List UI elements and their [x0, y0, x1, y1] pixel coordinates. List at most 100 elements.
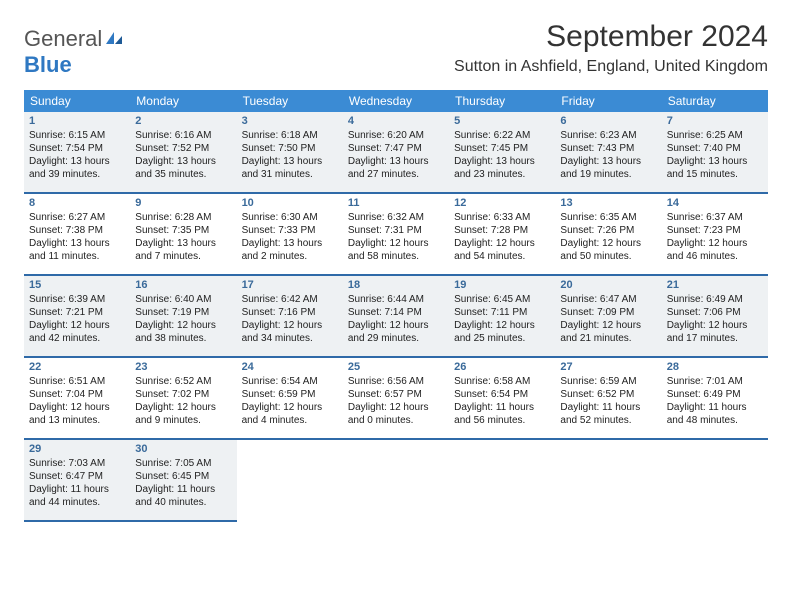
day-number: 22	[29, 361, 125, 373]
day-number: 21	[667, 279, 763, 291]
day-header-wednesday: Wednesday	[343, 90, 449, 112]
day-number: 7	[667, 115, 763, 127]
logo: General Blue	[24, 26, 124, 78]
daylight-text-2: and 15 minutes.	[667, 168, 763, 181]
sunrise-text: Sunrise: 6:52 AM	[135, 375, 231, 388]
sunset-text: Sunset: 7:45 PM	[454, 142, 550, 155]
day-number: 18	[348, 279, 444, 291]
day-info: Sunrise: 6:59 AMSunset: 6:52 PMDaylight:…	[560, 375, 656, 427]
daylight-text-1: Daylight: 12 hours	[454, 319, 550, 332]
day-info: Sunrise: 7:03 AMSunset: 6:47 PMDaylight:…	[29, 457, 125, 509]
sunrise-text: Sunrise: 6:56 AM	[348, 375, 444, 388]
day-cell: 15Sunrise: 6:39 AMSunset: 7:21 PMDayligh…	[24, 276, 130, 358]
daylight-text-1: Daylight: 13 hours	[242, 237, 338, 250]
sunset-text: Sunset: 6:52 PM	[560, 388, 656, 401]
daylight-text-1: Daylight: 13 hours	[242, 155, 338, 168]
daylight-text-2: and 34 minutes.	[242, 332, 338, 345]
daylight-text-1: Daylight: 12 hours	[242, 401, 338, 414]
sunset-text: Sunset: 7:11 PM	[454, 306, 550, 319]
day-cell: 17Sunrise: 6:42 AMSunset: 7:16 PMDayligh…	[237, 276, 343, 358]
day-info: Sunrise: 6:15 AMSunset: 7:54 PMDaylight:…	[29, 129, 125, 181]
sunrise-text: Sunrise: 6:20 AM	[348, 129, 444, 142]
daylight-text-1: Daylight: 13 hours	[135, 237, 231, 250]
sunset-text: Sunset: 6:45 PM	[135, 470, 231, 483]
daylight-text-2: and 58 minutes.	[348, 250, 444, 263]
daylight-text-2: and 7 minutes.	[135, 250, 231, 263]
day-cell: 19Sunrise: 6:45 AMSunset: 7:11 PMDayligh…	[449, 276, 555, 358]
day-info: Sunrise: 6:39 AMSunset: 7:21 PMDaylight:…	[29, 293, 125, 345]
daylight-text-2: and 44 minutes.	[29, 496, 125, 509]
daylight-text-2: and 39 minutes.	[29, 168, 125, 181]
sunset-text: Sunset: 6:54 PM	[454, 388, 550, 401]
sunrise-text: Sunrise: 6:32 AM	[348, 211, 444, 224]
day-info: Sunrise: 6:58 AMSunset: 6:54 PMDaylight:…	[454, 375, 550, 427]
daylight-text-1: Daylight: 12 hours	[667, 319, 763, 332]
daylight-text-1: Daylight: 11 hours	[560, 401, 656, 414]
day-info: Sunrise: 7:01 AMSunset: 6:49 PMDaylight:…	[667, 375, 763, 427]
day-info: Sunrise: 6:28 AMSunset: 7:35 PMDaylight:…	[135, 211, 231, 263]
empty-cell	[343, 440, 449, 522]
day-cell: 2Sunrise: 6:16 AMSunset: 7:52 PMDaylight…	[130, 112, 236, 194]
daylight-text-1: Daylight: 12 hours	[348, 319, 444, 332]
daylight-text-2: and 52 minutes.	[560, 414, 656, 427]
day-info: Sunrise: 6:51 AMSunset: 7:04 PMDaylight:…	[29, 375, 125, 427]
sunset-text: Sunset: 7:47 PM	[348, 142, 444, 155]
day-info: Sunrise: 6:33 AMSunset: 7:28 PMDaylight:…	[454, 211, 550, 263]
day-cell: 22 Sunrise: 6:51 AMSunset: 7:04 PMDayligh…	[24, 358, 130, 440]
sunrise-text: Sunrise: 7:05 AM	[135, 457, 231, 470]
day-info: Sunrise: 6:25 AMSunset: 7:40 PMDaylight:…	[667, 129, 763, 181]
sunset-text: Sunset: 7:06 PM	[667, 306, 763, 319]
day-number: 24	[242, 361, 338, 373]
daylight-text-1: Daylight: 11 hours	[454, 401, 550, 414]
day-number: 29	[29, 443, 125, 455]
daylight-text-1: Daylight: 12 hours	[29, 401, 125, 414]
logo-sail-icon	[104, 26, 124, 52]
sunrise-text: Sunrise: 6:44 AM	[348, 293, 444, 306]
day-cell: 26 Sunrise: 6:58 AMSunset: 6:54 PMDayligh…	[449, 358, 555, 440]
day-header-sunday: Sunday	[24, 90, 130, 112]
daylight-text-2: and 29 minutes.	[348, 332, 444, 345]
day-info: Sunrise: 6:45 AMSunset: 7:11 PMDaylight:…	[454, 293, 550, 345]
day-number: 14	[667, 197, 763, 209]
sunset-text: Sunset: 7:28 PM	[454, 224, 550, 237]
day-cell: 27Sunrise: 6:59 AMSunset: 6:52 PMDayligh…	[555, 358, 661, 440]
logo-text: General Blue	[24, 26, 124, 78]
day-info: Sunrise: 6:56 AMSunset: 6:57 PMDaylight:…	[348, 375, 444, 427]
sunrise-text: Sunrise: 6:16 AM	[135, 129, 231, 142]
day-number: 26	[454, 361, 550, 373]
day-cell: 23Sunrise: 6:52 AMSunset: 7:02 PMDayligh…	[130, 358, 236, 440]
day-cell: 16Sunrise: 6:40 AMSunset: 7:19 PMDayligh…	[130, 276, 236, 358]
logo-text-1: General	[24, 26, 102, 51]
sunrise-text: Sunrise: 6:37 AM	[667, 211, 763, 224]
day-cell: 9Sunrise: 6:28 AMSunset: 7:35 PMDaylight…	[130, 194, 236, 276]
sunset-text: Sunset: 7:31 PM	[348, 224, 444, 237]
day-cell: 5Sunrise: 6:22 AMSunset: 7:45 PMDaylight…	[449, 112, 555, 194]
daylight-text-1: Daylight: 12 hours	[135, 319, 231, 332]
day-cell: 8Sunrise: 6:27 AMSunset: 7:38 PMDaylight…	[24, 194, 130, 276]
daylight-text-2: and 4 minutes.	[242, 414, 338, 427]
month-title: September 2024	[454, 20, 768, 54]
daylight-text-1: Daylight: 12 hours	[135, 401, 231, 414]
sunset-text: Sunset: 7:38 PM	[29, 224, 125, 237]
day-info: Sunrise: 6:32 AMSunset: 7:31 PMDaylight:…	[348, 211, 444, 263]
day-info: Sunrise: 6:23 AMSunset: 7:43 PMDaylight:…	[560, 129, 656, 181]
sunset-text: Sunset: 7:14 PM	[348, 306, 444, 319]
sunset-text: Sunset: 7:35 PM	[135, 224, 231, 237]
daylight-text-1: Daylight: 12 hours	[560, 319, 656, 332]
daylight-text-1: Daylight: 12 hours	[29, 319, 125, 332]
sunset-text: Sunset: 7:43 PM	[560, 142, 656, 155]
daylight-text-2: and 19 minutes.	[560, 168, 656, 181]
sunrise-text: Sunrise: 6:49 AM	[667, 293, 763, 306]
day-info: Sunrise: 6:35 AMSunset: 7:26 PMDaylight:…	[560, 211, 656, 263]
day-number: 28	[667, 361, 763, 373]
sunset-text: Sunset: 7:33 PM	[242, 224, 338, 237]
day-header-tuesday: Tuesday	[237, 90, 343, 112]
day-number: 10	[242, 197, 338, 209]
day-cell: 4Sunrise: 6:20 AMSunset: 7:47 PMDaylight…	[343, 112, 449, 194]
daylight-text-1: Daylight: 13 hours	[29, 237, 125, 250]
sunset-text: Sunset: 7:19 PM	[135, 306, 231, 319]
sunrise-text: Sunrise: 6:45 AM	[454, 293, 550, 306]
daylight-text-2: and 56 minutes.	[454, 414, 550, 427]
day-number: 11	[348, 197, 444, 209]
daylight-text-1: Daylight: 11 hours	[29, 483, 125, 496]
